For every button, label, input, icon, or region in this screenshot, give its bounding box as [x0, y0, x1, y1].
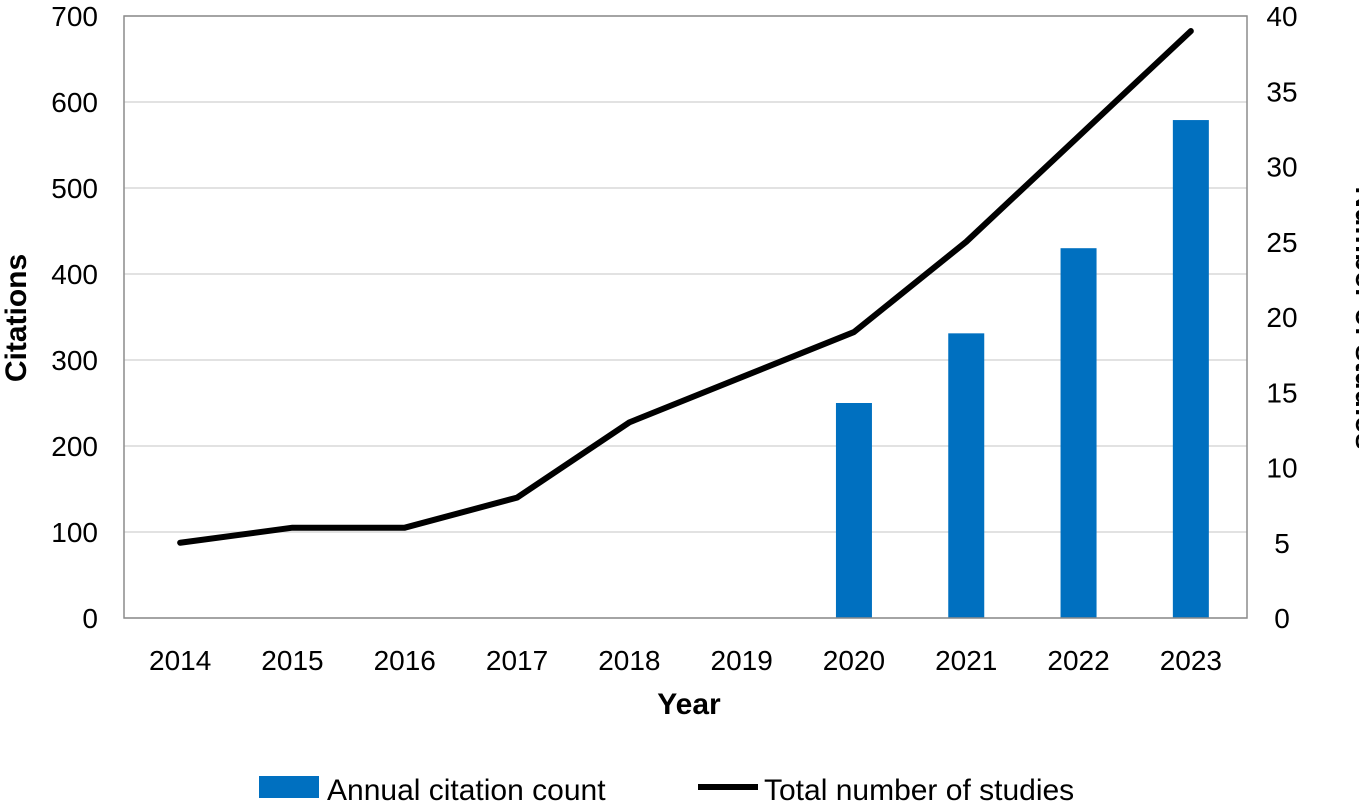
right-axis-tick-label: 30 [1266, 152, 1297, 183]
x-axis-tick-label: 2018 [598, 645, 660, 676]
right-axis-title: Number of studies [1349, 186, 1359, 449]
x-axis-tick-label: 2019 [711, 645, 773, 676]
right-axis-tick-label: 40 [1266, 1, 1297, 32]
right-axis-ticks: 0 5 10 15 20 25 30 35 40 [1266, 1, 1297, 634]
right-axis-tick-label: 35 [1266, 76, 1297, 107]
legend-line-label: Total number of studies [764, 774, 1074, 804]
bar-2022 [1060, 248, 1097, 618]
left-axis-tick-label: 200 [51, 431, 98, 462]
x-axis-tick-label: 2021 [935, 645, 997, 676]
x-axis-tick-label: 2022 [1047, 645, 1109, 676]
x-axis-tick-label: 2017 [486, 645, 548, 676]
plot-area-frame [123, 15, 1248, 619]
left-axis-ticks: 0 100 200 300 400 500 600 700 [51, 1, 98, 634]
x-axis-tick-label: 2014 [149, 645, 211, 676]
left-axis-tick-label: 100 [51, 517, 98, 548]
grid-lines [124, 15, 1247, 619]
left-axis-tick-label: 0 [82, 603, 98, 634]
bar-2021 [948, 333, 985, 618]
x-axis-tick-label: 2015 [261, 645, 323, 676]
right-axis-tick-label: 25 [1266, 227, 1297, 258]
left-axis-tick-label: 700 [51, 1, 98, 32]
bar-2023 [1172, 120, 1209, 618]
legend: Annual citation count Total number of st… [259, 774, 1074, 804]
bar-2020 [835, 403, 872, 618]
left-axis-tick-label: 500 [51, 173, 98, 204]
left-axis-tick-label: 400 [51, 259, 98, 290]
legend-bar-swatch [259, 776, 319, 798]
right-axis-tick-label: 10 [1266, 453, 1297, 484]
left-axis-tick-label: 600 [51, 87, 98, 118]
right-axis-tick-label: 0 [1274, 603, 1290, 634]
x-axis-ticks: 2014 2015 2016 2017 2018 2019 2020 2021 2022 2023 [149, 645, 1222, 676]
right-axis-tick-label: 15 [1266, 377, 1297, 408]
x-axis-tick-label: 2023 [1160, 645, 1222, 676]
x-axis-title: Year [657, 688, 721, 721]
x-axis-tick-label: 2020 [823, 645, 885, 676]
left-axis-tick-label: 300 [51, 345, 98, 376]
right-axis-tick-label: 20 [1266, 302, 1297, 333]
legend-bar-label: Annual citation count [327, 774, 606, 804]
bar-series [835, 120, 1209, 618]
right-axis-tick-label: 5 [1274, 528, 1290, 559]
total-studies-line [177, 28, 1194, 546]
left-axis-title: Citations [0, 254, 33, 382]
line-series [177, 28, 1194, 546]
x-axis-tick-label: 2016 [374, 645, 436, 676]
